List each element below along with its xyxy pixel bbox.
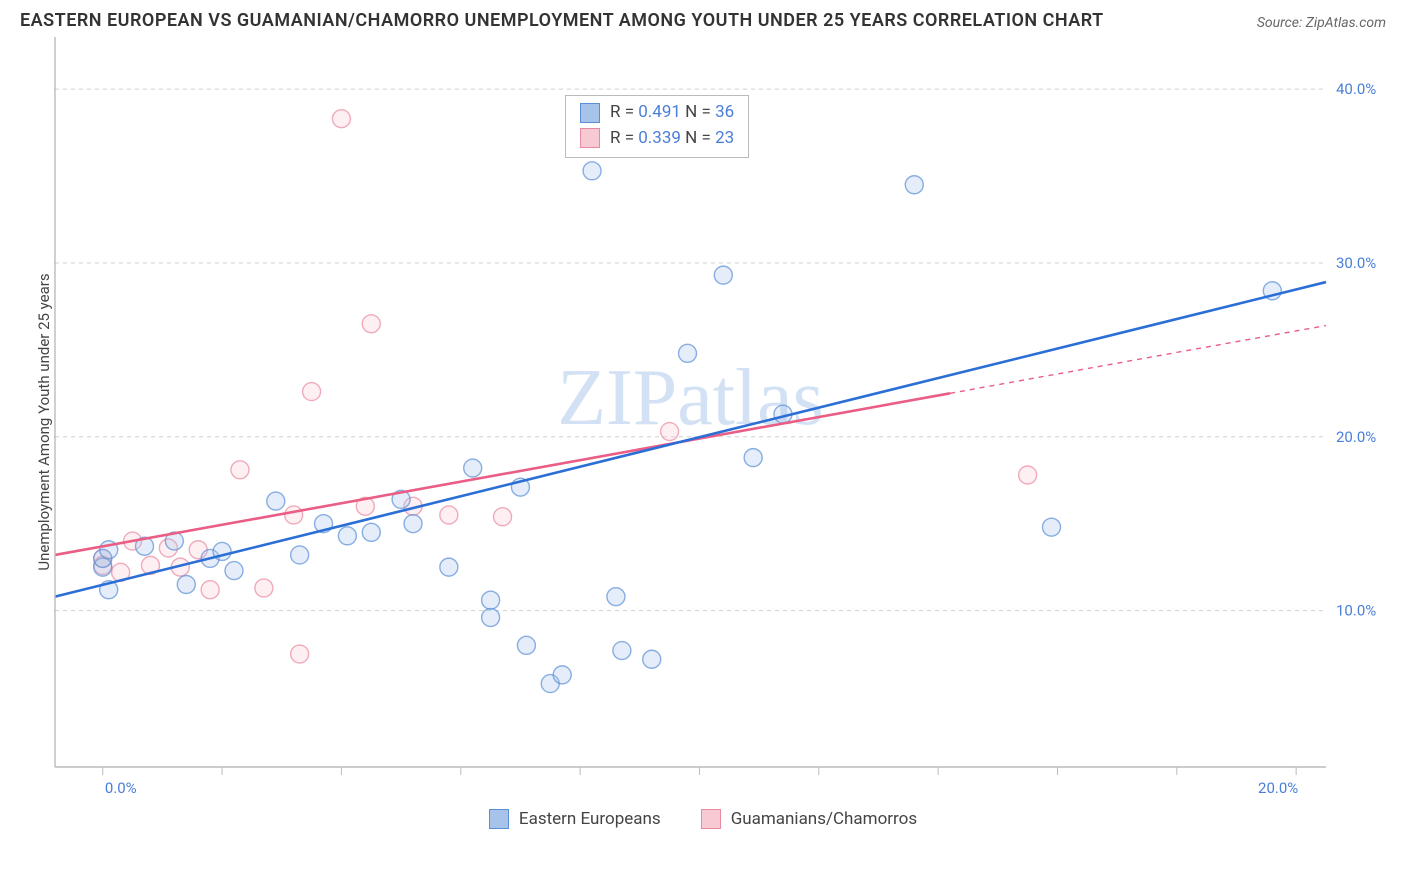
data-point	[303, 383, 321, 401]
data-point	[291, 546, 309, 564]
legend-swatch	[580, 103, 600, 123]
legend-label: Guamanians/Chamorros	[731, 809, 917, 829]
y-tick-label: 10.0%	[1336, 602, 1376, 620]
data-point	[285, 506, 303, 524]
data-point	[643, 650, 661, 668]
chart-title: EASTERN EUROPEAN VS GUAMANIAN/CHAMORRO U…	[20, 10, 1104, 31]
data-point	[440, 558, 458, 576]
stats-row: R = 0.491 N = 36	[580, 100, 734, 126]
y-tick-label: 20.0%	[1336, 428, 1376, 446]
data-point	[517, 636, 535, 654]
x-tick-label: 20.0%	[1258, 779, 1298, 797]
data-point	[291, 645, 309, 663]
data-point	[1043, 518, 1061, 536]
data-point	[494, 508, 512, 526]
watermark: ZIPatlas	[557, 354, 824, 442]
data-point	[332, 110, 350, 128]
data-point	[267, 492, 285, 510]
y-tick-label: 30.0%	[1336, 254, 1376, 272]
legend-swatch	[701, 809, 721, 829]
data-point	[613, 642, 631, 660]
bottom-legend: Eastern Europeans Guamanians/Chamorros	[18, 809, 1388, 829]
data-point	[362, 315, 380, 333]
data-point	[338, 527, 356, 545]
data-point	[905, 176, 923, 194]
data-point	[714, 266, 732, 284]
trend-line-extension	[950, 326, 1326, 394]
trend-line	[55, 393, 950, 555]
data-point	[177, 576, 195, 594]
stats-row: R = 0.339 N = 23	[580, 126, 734, 152]
legend-swatch	[580, 128, 600, 148]
source-label: Source: ZipAtlas.com	[1257, 15, 1386, 31]
data-point	[583, 162, 601, 180]
legend-item: Eastern Europeans	[489, 809, 661, 829]
data-point	[1019, 466, 1037, 484]
data-point	[744, 449, 762, 467]
stats-legend-box: R = 0.491 N = 36R = 0.339 N = 23	[565, 95, 749, 158]
stat-text: R = 0.339 N = 23	[610, 126, 734, 152]
y-axis-label: Unemployment Among Youth under 25 years	[35, 273, 53, 570]
data-point	[201, 581, 219, 599]
stat-text: R = 0.491 N = 36	[610, 100, 734, 126]
data-point	[661, 423, 679, 441]
data-point	[362, 523, 380, 541]
data-point	[440, 506, 458, 524]
data-point	[553, 666, 571, 684]
data-point	[231, 461, 249, 479]
legend-item: Guamanians/Chamorros	[701, 809, 917, 829]
data-point	[482, 609, 500, 627]
data-point	[679, 344, 697, 362]
x-tick-label: 0.0%	[105, 779, 137, 797]
y-tick-label: 40.0%	[1336, 80, 1376, 98]
data-point	[482, 591, 500, 609]
data-point	[404, 515, 422, 533]
data-point	[225, 562, 243, 580]
data-point	[255, 579, 273, 597]
data-point	[464, 459, 482, 477]
trend-line	[55, 282, 1326, 597]
legend-label: Eastern Europeans	[519, 809, 661, 829]
legend-swatch	[489, 809, 509, 829]
data-point	[607, 588, 625, 606]
